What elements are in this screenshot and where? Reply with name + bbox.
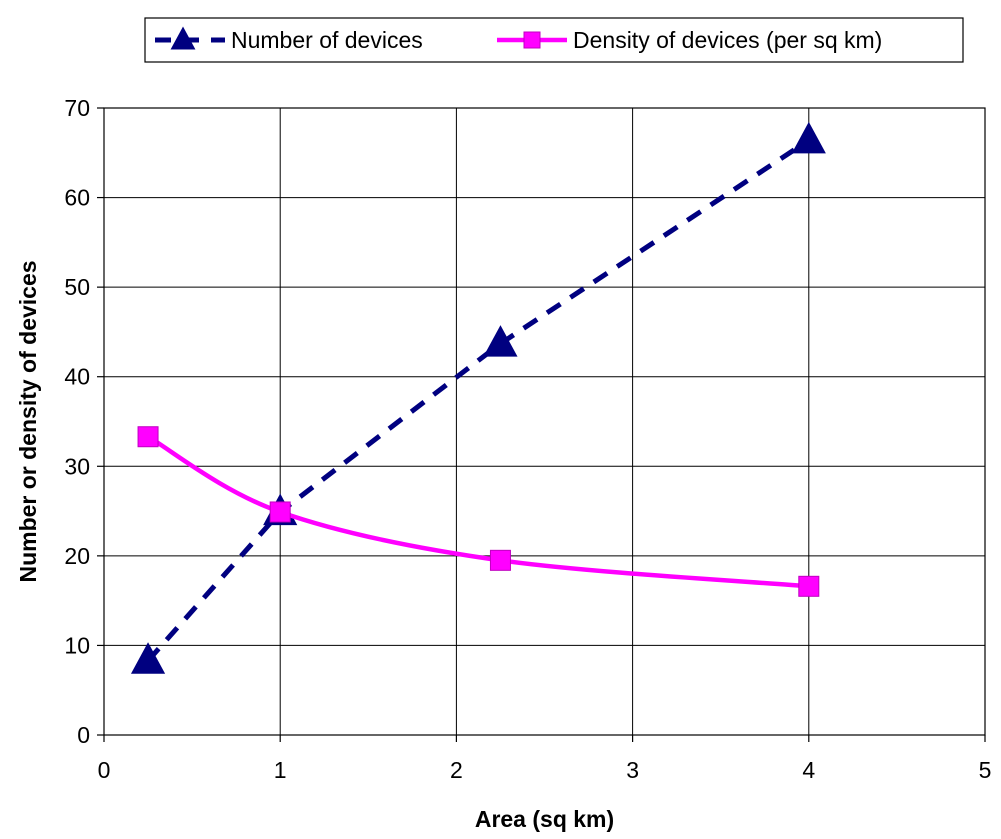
x-tick-label: 4 [802, 757, 815, 783]
y-tick-label: 10 [64, 632, 90, 658]
series-number-of-devices [130, 121, 826, 674]
x-tick-label: 3 [626, 757, 639, 783]
legend-label: Density of devices (per sq km) [573, 27, 882, 53]
legend-entry: Number of devices [155, 26, 423, 53]
series-layer [130, 121, 826, 674]
legend-entries: Number of devices Density of devices (per… [155, 26, 882, 53]
y-tick-label: 60 [64, 185, 90, 211]
grid-lines [104, 108, 985, 735]
data-point-triangle [483, 325, 518, 357]
plot-area-frame [103, 107, 986, 736]
series-line [146, 434, 809, 589]
legend-swatch-square [523, 31, 541, 49]
y-tick-label: 50 [64, 274, 90, 300]
y-tick-label: 40 [64, 364, 90, 390]
data-point-square [137, 426, 159, 448]
x-tick-label: 1 [274, 757, 287, 783]
y-tick-label: 70 [64, 95, 90, 121]
data-point-triangle [791, 121, 826, 154]
y-axis-title: Number or density of devices [15, 260, 41, 582]
legend-swatch-triangle [170, 26, 196, 50]
data-point-square [798, 575, 820, 597]
y-tick-label: 20 [64, 543, 90, 569]
x-tick-label: 0 [98, 757, 111, 783]
x-axis-title: Area (sq km) [475, 806, 614, 832]
data-point-square [269, 501, 291, 523]
axes: 0 10 20 30 40 50 60 70 0 1 2 3 4 5 [64, 95, 991, 783]
series-density-of-devices [137, 426, 820, 597]
legend-label: Number of devices [231, 27, 423, 53]
y-tick-label: 0 [77, 722, 90, 748]
data-point-triangle [130, 642, 166, 674]
legend-entry: Density of devices (per sq km) [497, 27, 882, 53]
series-line [146, 138, 811, 663]
y-tick-label: 30 [64, 453, 90, 479]
x-tick-label: 2 [450, 757, 463, 783]
x-tick-label: 5 [979, 757, 992, 783]
legend: Number of devices Density of devices (per… [144, 17, 964, 63]
data-point-square [489, 549, 511, 571]
